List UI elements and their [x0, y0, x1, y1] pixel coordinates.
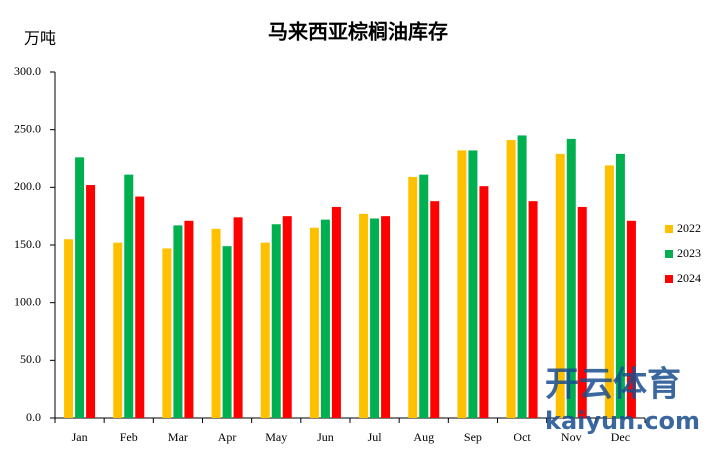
- y-tick-label: 250.0: [14, 121, 41, 135]
- x-tick-label: May: [265, 430, 287, 444]
- bar: [381, 216, 391, 418]
- bar: [370, 218, 380, 418]
- y-tick-label: 50.0: [20, 352, 41, 366]
- x-tick-label: Jun: [317, 430, 334, 444]
- bar: [331, 206, 341, 418]
- bar: [173, 225, 183, 418]
- x-tick-label: Apr: [218, 430, 237, 444]
- bar: [124, 174, 134, 418]
- legend-swatch: [665, 225, 673, 233]
- y-tick-label: 200.0: [14, 179, 41, 193]
- bar: [517, 135, 527, 418]
- bar: [479, 186, 489, 418]
- legend-swatch: [665, 275, 673, 283]
- y-tick-label: 150.0: [14, 237, 41, 251]
- bar: [626, 220, 636, 418]
- bar: [222, 246, 232, 418]
- bar: [566, 138, 576, 419]
- bar: [211, 228, 221, 418]
- bar: [309, 227, 319, 418]
- bar: [430, 201, 440, 418]
- y-axis-label: 万吨: [24, 30, 56, 48]
- bar: [113, 242, 123, 418]
- bar: [282, 216, 292, 418]
- bar: [604, 165, 614, 418]
- x-tick-label: Nov: [561, 430, 582, 444]
- legend-label: 2024: [677, 271, 701, 285]
- bar: [135, 196, 145, 418]
- x-tick-label: Sep: [464, 430, 482, 444]
- x-tick-label: Jan: [72, 430, 88, 444]
- y-tick-label: 100.0: [14, 294, 41, 308]
- bar: [320, 219, 330, 418]
- legend-label: 2022: [677, 221, 701, 235]
- bar: [86, 185, 96, 418]
- chart-title: 马来西亚棕榈油库存: [268, 20, 448, 44]
- x-tick-label: Oct: [513, 430, 531, 444]
- bar: [233, 217, 243, 418]
- x-tick-label: Aug: [413, 430, 434, 444]
- watermark-brand: 开云体育: [545, 365, 681, 405]
- y-tick-label: 300.0: [14, 64, 41, 78]
- bar: [359, 213, 369, 418]
- bar: [408, 176, 418, 418]
- bar: [457, 150, 467, 418]
- bar: [528, 201, 538, 418]
- x-tick-label: Feb: [120, 430, 138, 444]
- x-tick-label: Mar: [168, 430, 188, 444]
- bar: [615, 153, 625, 419]
- y-tick-label: 0.0: [26, 410, 41, 424]
- bar: [162, 248, 172, 418]
- legend-label: 2023: [677, 246, 701, 260]
- legend-swatch: [665, 250, 673, 258]
- watermark-site: kaiyun.com: [545, 407, 700, 435]
- x-tick-label: Dec: [611, 430, 630, 444]
- x-tick-label: Jul: [368, 430, 383, 444]
- bar: [75, 157, 85, 418]
- bar: [506, 140, 516, 418]
- bar: [468, 150, 478, 418]
- bar: [419, 174, 429, 418]
- bar: [260, 242, 270, 418]
- bar: [184, 220, 194, 418]
- bar: [555, 153, 565, 419]
- bar: [271, 224, 281, 418]
- bar: [577, 206, 587, 418]
- bar: [64, 239, 74, 418]
